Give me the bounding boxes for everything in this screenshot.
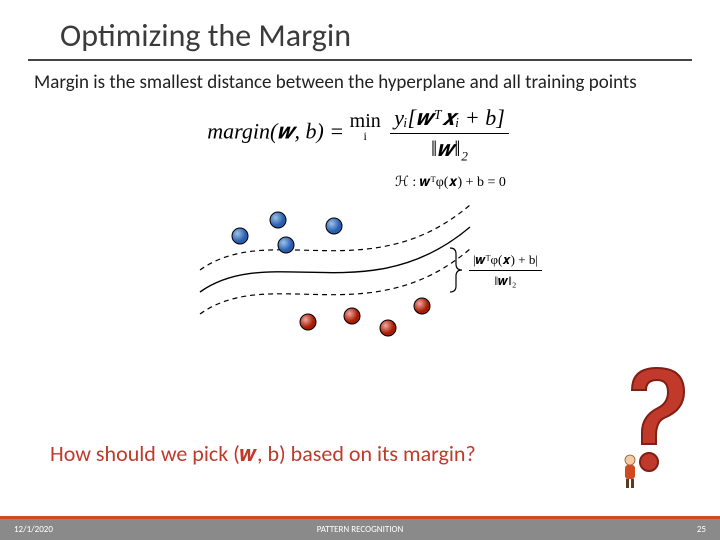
question-text: How should we pick (𝒘, b) based on its m… bbox=[50, 440, 476, 467]
eq-fraction: yᵢ[𝒘ᵀ𝒙ᵢ + b] ‖𝒘‖₂ bbox=[390, 105, 509, 162]
margin-ratio-label: |𝒘ᵀφ(𝒙) + b| ‖𝒘‖₂ bbox=[465, 252, 546, 289]
eq-lhs: margin(𝒘, b) = bbox=[207, 118, 344, 143]
slide-footer: 12/1/2020 PATTERN RECOGNITION 25 bbox=[0, 516, 720, 540]
svm-diagram: ℋ : 𝒘ᵀφ(𝒙) + b = 0 |𝒘ᵀφ(𝒙) + b| ‖𝒘‖₂ bbox=[170, 172, 550, 352]
main-equation: margin(𝒘, b) = min i yᵢ[𝒘ᵀ𝒙ᵢ + b] ‖𝒘‖₂ bbox=[0, 105, 720, 162]
slide-subtitle: Margin is the smallest distance between … bbox=[0, 61, 720, 99]
question-mark-icon bbox=[612, 360, 702, 490]
eq-numerator: yᵢ[𝒘ᵀ𝒙ᵢ + b] bbox=[390, 105, 509, 134]
eq-denominator: ‖𝒘‖₂ bbox=[390, 134, 509, 162]
hyperplane-label: ℋ : 𝒘ᵀφ(𝒙) + b = 0 bbox=[395, 174, 506, 191]
slide-title: Optimizing the Margin bbox=[28, 0, 692, 61]
eq-min: min i bbox=[350, 110, 381, 144]
ratio-denominator: ‖𝒘‖₂ bbox=[469, 271, 542, 289]
ratio-numerator: |𝒘ᵀφ(𝒙) + b| bbox=[469, 252, 542, 271]
footer-center: PATTERN RECOGNITION bbox=[0, 524, 720, 535]
footer-page: 25 bbox=[697, 524, 706, 535]
